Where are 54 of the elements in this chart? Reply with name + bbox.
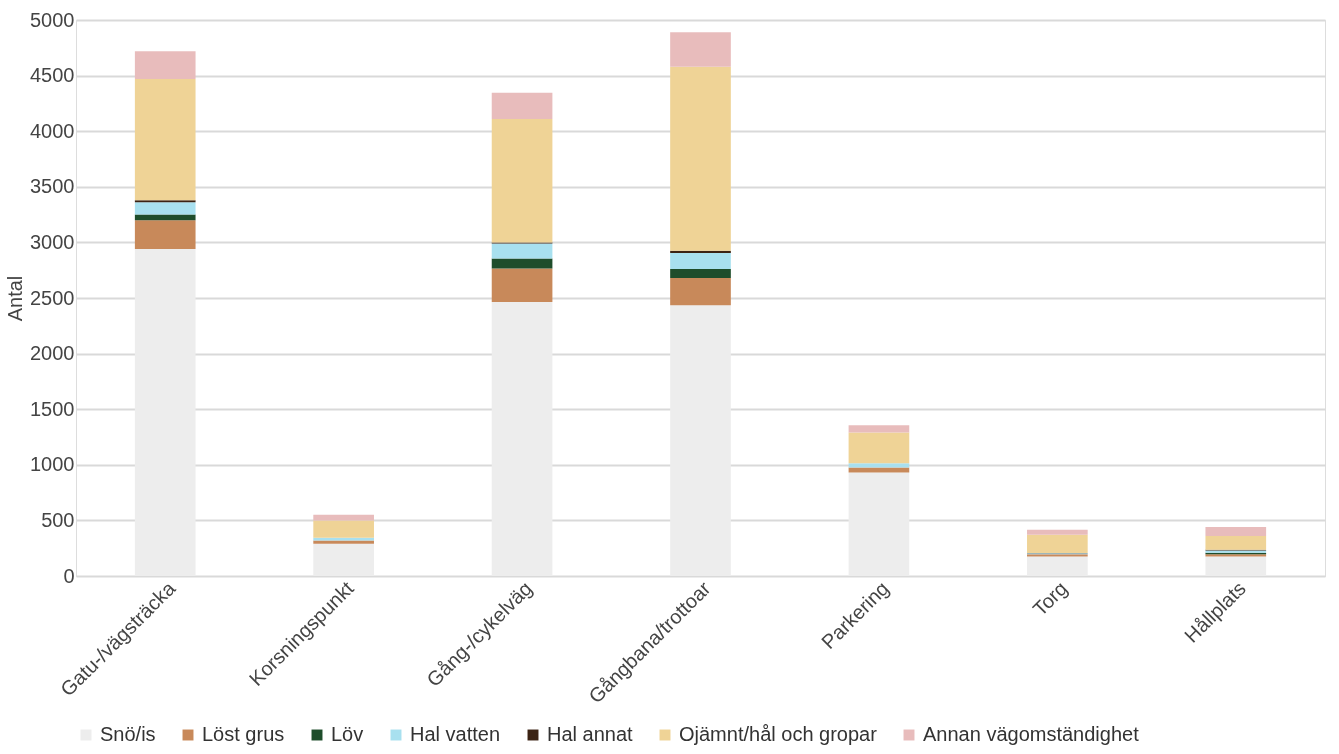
bar: [848, 467, 910, 473]
legend-label: Ojämnt/hål och gropar: [679, 723, 878, 745]
y-tick-label: 4000: [30, 119, 75, 142]
x-tick-label: Torg: [1028, 577, 1072, 621]
bar: [670, 277, 731, 306]
bar: [1205, 535, 1267, 550]
bar: [670, 305, 731, 576]
y-tick-label: 5000: [30, 8, 75, 31]
y-tick-label: 2000: [30, 342, 75, 365]
legend-label: Hal vatten: [410, 723, 501, 745]
bar: [313, 520, 374, 538]
bar: [491, 92, 553, 119]
legend-label: Annan vägomständighet: [923, 723, 1140, 745]
bar: [848, 432, 910, 464]
bar: [491, 258, 553, 269]
bar: [491, 301, 553, 576]
bar: [670, 66, 731, 251]
bar: [491, 268, 553, 302]
y-tick-label: 3500: [30, 175, 75, 198]
bar: [1027, 529, 1088, 535]
bar: [134, 249, 196, 576]
legend-label: Hal annat: [547, 723, 634, 745]
bar: [491, 118, 553, 243]
y-tick-label: 2500: [30, 286, 75, 309]
bar: [670, 250, 731, 253]
bar: [134, 202, 196, 215]
legend-label: Snö/is: [100, 723, 156, 745]
bar: [313, 543, 374, 576]
bar: [491, 243, 553, 259]
bar: [1027, 556, 1088, 576]
bar: [670, 252, 731, 270]
bar: [670, 32, 731, 67]
bar: [134, 78, 196, 201]
bar: [670, 269, 731, 278]
bar: [1027, 534, 1088, 553]
bar: [848, 472, 910, 576]
bar: [848, 425, 910, 433]
bar: [1205, 556, 1267, 576]
bar: [134, 200, 196, 203]
bar: [134, 220, 196, 250]
legend-label: Löv: [331, 723, 364, 745]
y-tick-label: 3000: [30, 230, 75, 253]
y-axis-title: Antal: [4, 275, 27, 322]
bar: [313, 514, 374, 521]
y-tick-label: 500: [41, 508, 75, 531]
bar: [134, 214, 196, 221]
bar: [848, 463, 910, 468]
legend-label: Löst grus: [202, 723, 285, 745]
y-tick-label: 0: [63, 564, 75, 587]
y-tick-label: 1000: [30, 453, 75, 476]
bar: [1205, 527, 1267, 536]
bar: [134, 51, 196, 79]
y-tick-label: 1500: [30, 397, 75, 420]
y-tick-label: 4500: [30, 64, 75, 87]
